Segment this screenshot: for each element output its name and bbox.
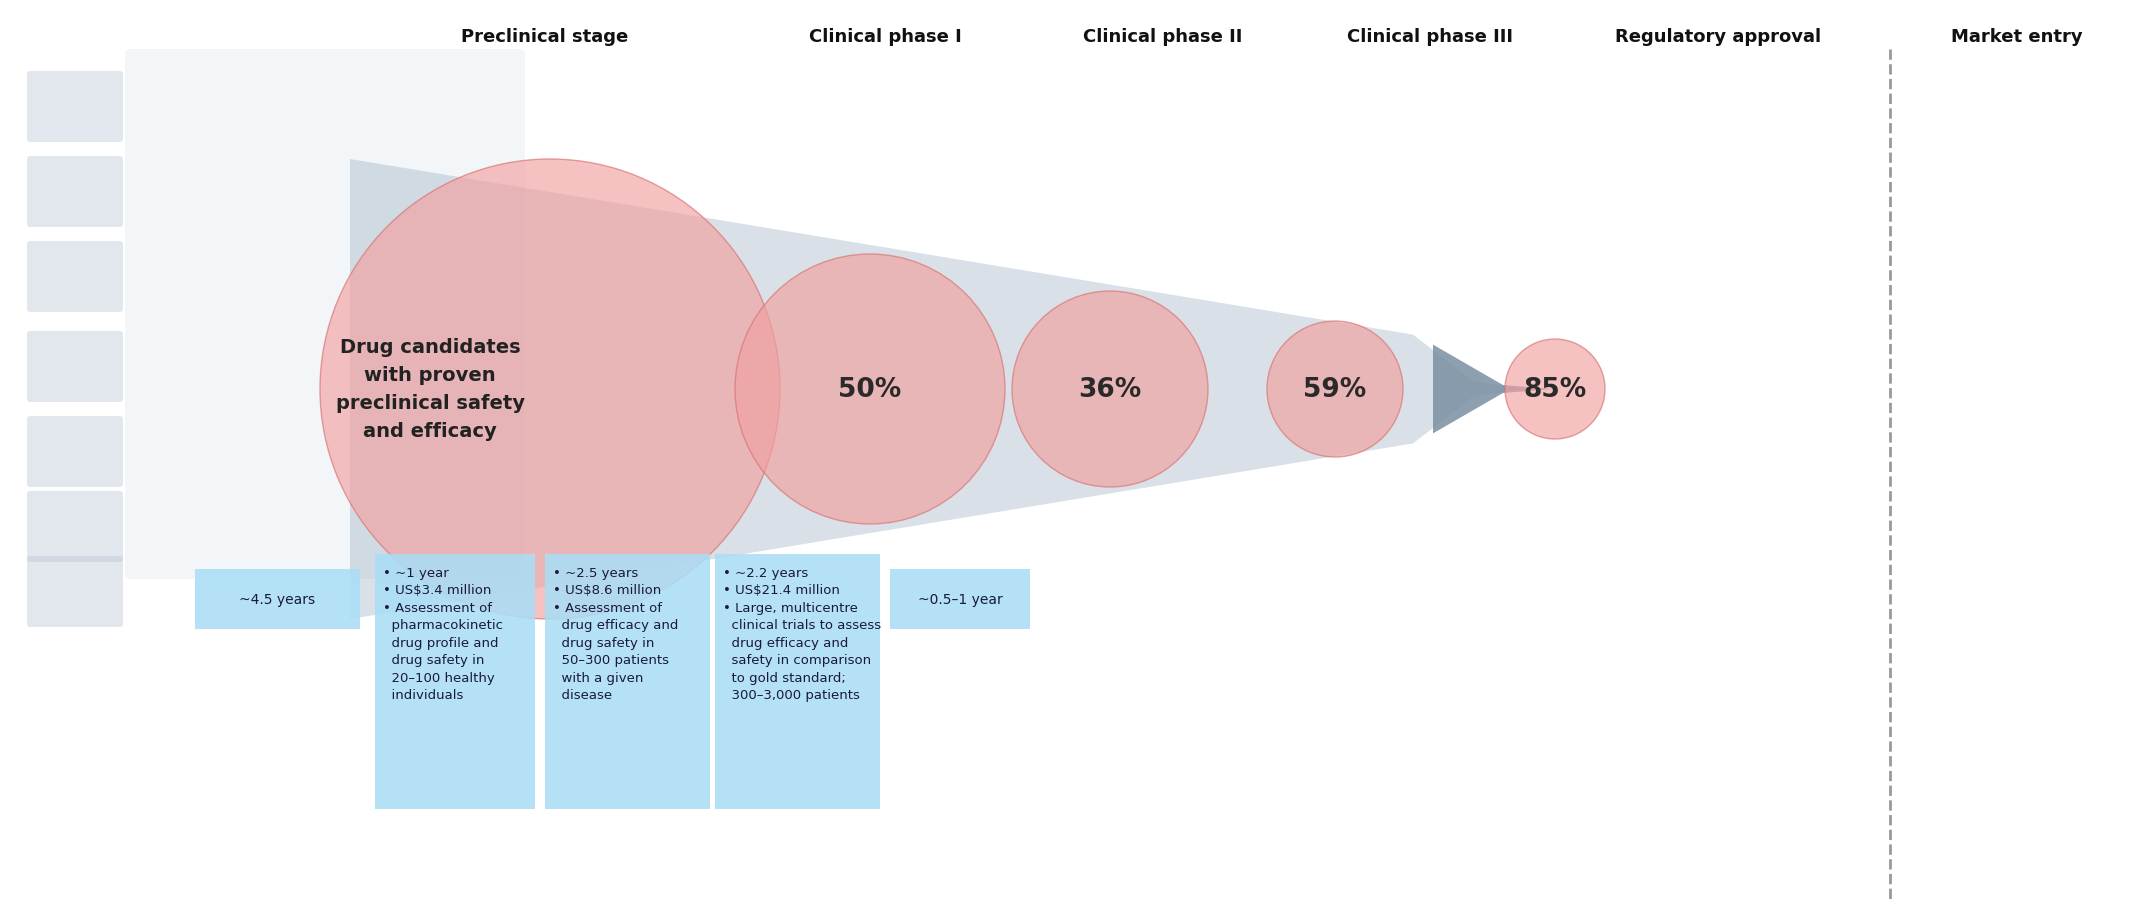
Text: 36%: 36%	[1078, 377, 1142, 403]
FancyBboxPatch shape	[376, 554, 536, 809]
FancyBboxPatch shape	[28, 72, 124, 142]
Circle shape	[1012, 291, 1208, 487]
Text: 59%: 59%	[1304, 377, 1366, 403]
FancyBboxPatch shape	[28, 556, 124, 628]
FancyBboxPatch shape	[194, 570, 361, 630]
Polygon shape	[350, 160, 1524, 619]
Text: Clinical phase II: Clinical phase II	[1084, 28, 1242, 46]
Circle shape	[734, 255, 1005, 525]
Circle shape	[1268, 322, 1402, 458]
FancyBboxPatch shape	[544, 554, 711, 809]
FancyBboxPatch shape	[28, 492, 124, 562]
FancyBboxPatch shape	[715, 554, 879, 809]
FancyBboxPatch shape	[28, 332, 124, 403]
Text: Market entry: Market entry	[1950, 28, 2083, 46]
FancyBboxPatch shape	[28, 157, 124, 228]
Polygon shape	[1434, 346, 1554, 434]
Circle shape	[320, 160, 781, 619]
Text: Drug candidates
with proven
preclinical safety
and efficacy: Drug candidates with proven preclinical …	[335, 338, 525, 441]
Text: Clinical phase I: Clinical phase I	[809, 28, 962, 46]
Text: 50%: 50%	[839, 377, 903, 403]
Text: ~4.5 years: ~4.5 years	[239, 593, 316, 607]
Text: Preclinical stage: Preclinical stage	[461, 28, 627, 46]
Text: • ~2.5 years
• US$8.6 million
• Assessment of
  drug efficacy and
  drug safety : • ~2.5 years • US$8.6 million • Assessme…	[553, 566, 679, 702]
Circle shape	[1504, 340, 1605, 439]
Text: • ~1 year
• US$3.4 million
• Assessment of
  pharmacokinetic
  drug profile and
: • ~1 year • US$3.4 million • Assessment …	[382, 566, 504, 702]
Text: ~0.5–1 year: ~0.5–1 year	[918, 593, 1003, 607]
FancyBboxPatch shape	[890, 570, 1031, 630]
Text: 85%: 85%	[1524, 377, 1586, 403]
FancyBboxPatch shape	[28, 416, 124, 487]
Text: Regulatory approval: Regulatory approval	[1615, 28, 1820, 46]
FancyBboxPatch shape	[126, 50, 525, 579]
FancyBboxPatch shape	[28, 242, 124, 312]
Text: Clinical phase III: Clinical phase III	[1347, 28, 1513, 46]
Text: • ~2.2 years
• US$21.4 million
• Large, multicentre
  clinical trials to assess
: • ~2.2 years • US$21.4 million • Large, …	[723, 566, 881, 702]
